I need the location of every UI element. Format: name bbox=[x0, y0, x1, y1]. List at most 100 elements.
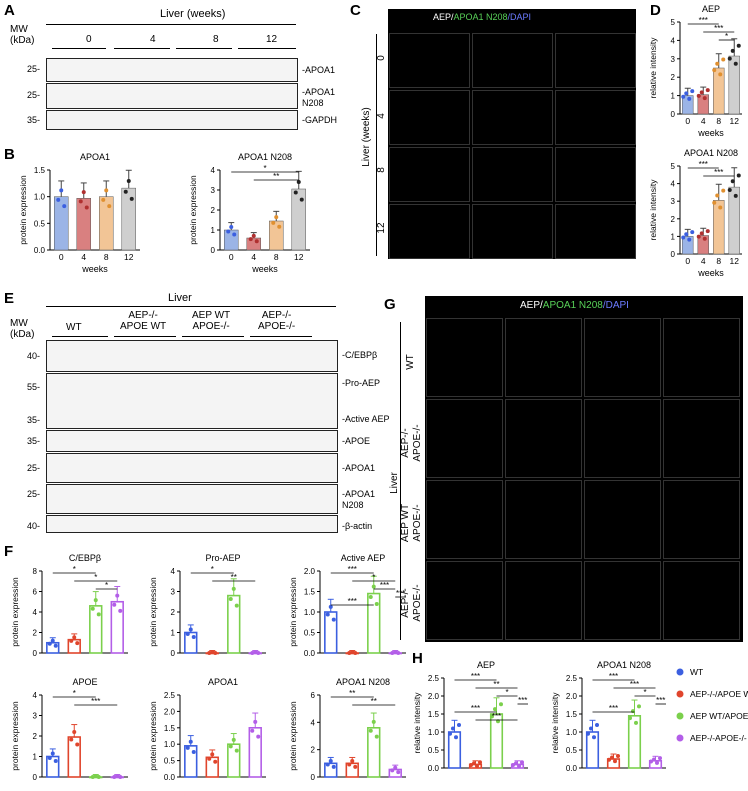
data-point bbox=[637, 704, 641, 709]
data-point bbox=[511, 762, 515, 767]
y-tick-label: 2.5 bbox=[566, 674, 578, 683]
data-point bbox=[75, 641, 80, 646]
panel-label-c: C bbox=[350, 2, 361, 19]
row-label: -APOA1 bbox=[342, 463, 376, 473]
data-point bbox=[478, 760, 482, 765]
data-point bbox=[115, 593, 120, 598]
data-point bbox=[47, 641, 52, 646]
data-point bbox=[251, 233, 256, 238]
data-point bbox=[188, 627, 193, 632]
chart-title: AEP bbox=[477, 660, 495, 670]
y-tick-label: 2 bbox=[671, 73, 676, 82]
mw-marker: 40- bbox=[26, 521, 40, 531]
data-point bbox=[234, 603, 239, 608]
data-point bbox=[250, 651, 255, 655]
data-point bbox=[328, 758, 333, 763]
y-tick-label: 2.5 bbox=[164, 691, 176, 700]
microscopy-tile bbox=[472, 33, 553, 88]
timepoint-4: 4 bbox=[150, 34, 156, 45]
data-point bbox=[72, 635, 77, 640]
sig-label: * bbox=[505, 688, 508, 697]
data-point bbox=[681, 94, 686, 99]
data-point bbox=[185, 632, 190, 637]
side-label: Liver (weeks) bbox=[361, 107, 372, 167]
y-tick-label: 2 bbox=[211, 206, 216, 215]
x-tick-label: 8 bbox=[274, 252, 279, 262]
western-blot-apoa1 bbox=[46, 58, 298, 82]
y-tick-label: 0 bbox=[33, 649, 38, 658]
microscopy-tile bbox=[426, 318, 503, 397]
sig-label: ** bbox=[349, 689, 355, 698]
data-point bbox=[62, 204, 67, 209]
data-point bbox=[126, 178, 131, 183]
data-point bbox=[454, 735, 458, 740]
data-point bbox=[730, 179, 735, 184]
mw-marker: 35- bbox=[26, 115, 40, 125]
x-tick-label: 12 bbox=[124, 252, 134, 262]
microscopy-tile bbox=[555, 33, 636, 88]
data-point bbox=[232, 232, 237, 237]
microscopy-tile bbox=[505, 480, 582, 559]
data-point bbox=[250, 728, 255, 733]
data-point bbox=[274, 215, 279, 220]
microscopy-tile bbox=[472, 147, 553, 202]
sig-label: *** bbox=[91, 697, 100, 706]
microscopy-tile bbox=[389, 33, 470, 88]
legend-marker bbox=[676, 712, 684, 720]
data-point bbox=[191, 749, 196, 754]
sig-label: *** bbox=[699, 160, 708, 169]
microscopy-tile bbox=[505, 318, 582, 397]
data-point bbox=[699, 231, 704, 236]
data-point bbox=[59, 188, 64, 193]
data-point bbox=[353, 651, 358, 655]
y-tick-label: 4 bbox=[33, 608, 38, 617]
row-label: 0 bbox=[376, 55, 387, 61]
mw-marker: 55- bbox=[26, 382, 40, 392]
y-axis-label: protein expression bbox=[148, 701, 158, 771]
data-point bbox=[101, 197, 106, 202]
data-point bbox=[53, 759, 58, 764]
data-point bbox=[658, 756, 662, 761]
data-point bbox=[256, 734, 261, 739]
data-point bbox=[718, 72, 723, 77]
x-axis-label: weeks bbox=[697, 128, 724, 138]
x-tick-label: 0 bbox=[685, 116, 690, 126]
sig-label: * bbox=[94, 573, 97, 582]
data-point bbox=[112, 602, 117, 607]
data-point bbox=[371, 584, 376, 589]
chart-title: APOA1 bbox=[80, 152, 110, 162]
y-tick-label: 3 bbox=[671, 197, 676, 206]
row-label: 8 bbox=[376, 167, 387, 173]
data-point bbox=[589, 726, 593, 731]
data-point bbox=[213, 651, 218, 655]
data-point bbox=[50, 638, 55, 643]
legend-marker bbox=[676, 734, 684, 742]
sig-label: *** bbox=[609, 672, 618, 681]
y-tick-label: 1.5 bbox=[34, 166, 46, 175]
data-point bbox=[736, 43, 741, 48]
data-point bbox=[374, 734, 379, 739]
y-tick-label: 0.0 bbox=[428, 764, 440, 773]
y-tick-label: 1.0 bbox=[34, 193, 46, 202]
microscopy-tile bbox=[584, 399, 661, 478]
data-point bbox=[684, 232, 689, 237]
microscopy-tile bbox=[389, 204, 470, 259]
data-point bbox=[78, 199, 83, 204]
row-label: -Active AEP bbox=[342, 414, 390, 424]
y-tick-label: 5 bbox=[671, 18, 676, 27]
group-label: WT bbox=[66, 322, 82, 333]
data-point bbox=[712, 68, 717, 73]
data-point bbox=[93, 774, 98, 779]
data-point bbox=[228, 596, 233, 601]
sig-label: ** bbox=[231, 573, 237, 582]
x-axis-label: weeks bbox=[251, 264, 278, 274]
y-tick-label: 2 bbox=[33, 732, 38, 741]
x-tick-label: 4 bbox=[701, 256, 706, 266]
data-point bbox=[229, 225, 234, 230]
row-label: -β-actin bbox=[342, 521, 373, 531]
data-point bbox=[393, 765, 398, 770]
microscopy-tile bbox=[584, 318, 661, 397]
mw-marker: 25- bbox=[26, 489, 40, 499]
data-point bbox=[296, 179, 301, 184]
row-label: -APOE bbox=[342, 436, 371, 446]
